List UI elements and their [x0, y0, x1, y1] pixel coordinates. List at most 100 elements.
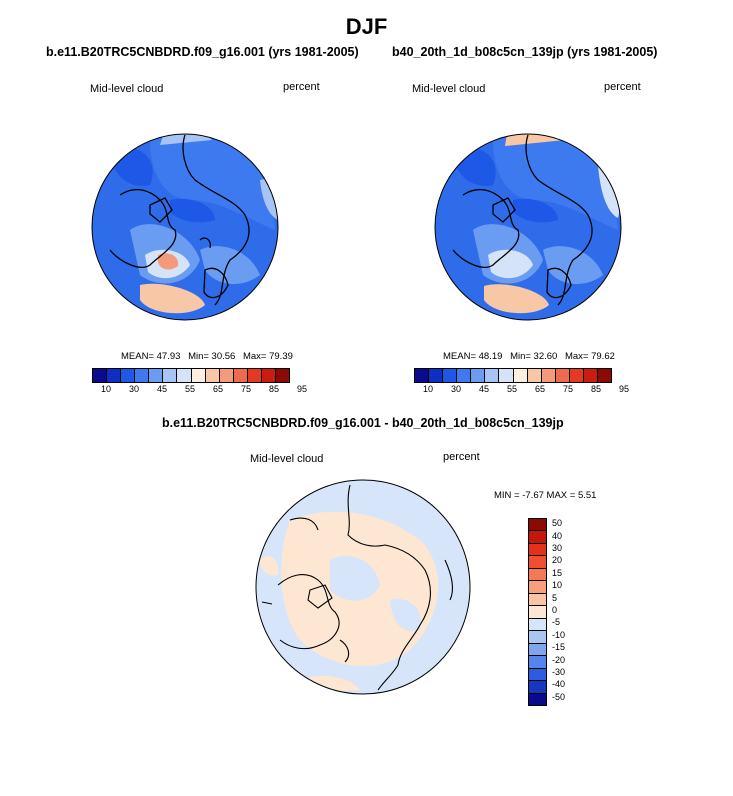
diff-colorbar-tick-label: -50: [552, 691, 566, 702]
left-colorbar-tick-label: 55: [184, 384, 195, 394]
diff-colorbar-swatch: [529, 680, 546, 693]
right-colorbar-tick-label: 10: [422, 384, 433, 394]
left-colorbar-swatch: [148, 369, 163, 382]
right-colorbar-swatch: [484, 369, 499, 382]
left-mean: MEAN= 47.93: [121, 351, 181, 362]
right-min: Min= 32.60: [510, 351, 558, 362]
right-colorbar-tick-label: 95: [618, 384, 629, 394]
diff-colorbar: [528, 518, 547, 706]
diff-colorbar-swatch: [529, 567, 546, 581]
left-colorbar-tick-label: 75: [240, 384, 251, 394]
diff-colorbar-tick-label: -30: [552, 667, 566, 677]
right-colorbar-tick-label: 85: [590, 384, 601, 394]
diff-colorbar-swatch: [529, 642, 546, 656]
left-variable-label: Mid-level cloud: [90, 83, 164, 95]
right-colorbar: [414, 368, 612, 383]
right-units-label: percent: [604, 81, 641, 93]
right-colorbar-swatch: [554, 369, 569, 382]
left-colorbar-tick-label: 85: [268, 384, 279, 394]
diff-colorbar-swatch: [529, 605, 546, 618]
diff-colorbar-tick-label: 15: [552, 567, 563, 578]
left-units-label: percent: [283, 81, 320, 93]
diff-colorbar-tick-label: 0: [552, 605, 558, 615]
left-colorbar-swatch: [204, 369, 219, 382]
left-max: Max= 79.39: [242, 351, 293, 362]
diff-variable-label: Mid-level cloud: [250, 453, 324, 465]
diff-colorbar-tick-label: 5: [552, 592, 558, 603]
diff-colorbar-tick-label: 50: [552, 518, 563, 529]
right-colorbar-swatch: [428, 369, 443, 382]
right-colorbar-tick-label: 65: [534, 384, 545, 394]
diff-colorbar-tick-label: 30: [552, 543, 563, 553]
left-colorbar-tick-label: 30: [128, 384, 139, 394]
diff-colorbar-tick-label: -5: [552, 617, 561, 628]
left-min: Min= 30.56: [188, 351, 236, 362]
right-colorbar-tick-label: 45: [478, 384, 489, 394]
left-colorbar-swatch: [162, 369, 177, 382]
diff-colorbar-swatch: [529, 667, 546, 681]
left-stats: MEAN= 47.93 Min= 30.56 Max= 79.39: [121, 351, 293, 362]
figure-title: DJF: [345, 14, 388, 39]
diff-colorbar-tick-label: -10: [552, 629, 566, 640]
right-colorbar-swatch: [597, 369, 612, 382]
diff-colorbar-swatch: [529, 542, 546, 556]
left-colorbar-swatch: [176, 369, 191, 382]
diff-colorbar-swatch: [529, 630, 546, 643]
right-variable-label: Mid-level cloud: [412, 83, 486, 95]
diff-colorbar-tick-label: -20: [552, 654, 566, 665]
left-colorbar-swatch: [134, 369, 149, 382]
left-panel-title: b.e11.B20TRC5CNBDRD.f09_g16.001 (yrs 198…: [46, 45, 359, 59]
diff-colorbar-tick-label: -15: [552, 642, 566, 653]
diff-colorbar-swatch: [529, 655, 546, 668]
left-colorbar-swatch: [106, 369, 121, 382]
left-colorbar-tick-label: 45: [156, 384, 167, 394]
diff-colorbar-ticks: 50 40 30 20 15 10 5 0 -5 -10 -15 -20 -30 -40 -50: [552, 518, 592, 704]
diff-colorbar-tick-label: 40: [552, 530, 563, 541]
left-colorbar-tick-label: 95: [296, 384, 307, 394]
left-colorbar-tick-label: 65: [212, 384, 223, 394]
left-colorbar-swatch: [93, 369, 107, 382]
right-colorbar-swatch: [498, 369, 513, 382]
left-colorbar-swatch: [232, 369, 247, 382]
right-colorbar-swatch: [512, 369, 527, 382]
right-colorbar-swatch: [582, 369, 598, 382]
diff-panel-title: b.e11.B20TRC5CNBDRD.f09_g16.001 - b40_20…: [162, 416, 564, 430]
left-colorbar-tick-label: 10: [100, 384, 111, 394]
diff-colorbar-swatch: [529, 617, 546, 631]
diff-colorbar-tick-label: -40: [552, 679, 566, 690]
left-colorbar-swatch: [190, 369, 205, 382]
left-colorbar-swatch: [218, 369, 233, 382]
right-colorbar-swatch: [415, 369, 429, 382]
diff-minmax: MIN = -7.67 MAX = 5.51: [494, 490, 597, 501]
left-colorbar-swatch: [260, 369, 276, 382]
diff-colorbar-swatch: [529, 580, 546, 593]
right-colorbar-swatch: [456, 369, 471, 382]
right-colorbar-swatch: [568, 369, 583, 382]
right-colorbar-tick-label: 75: [562, 384, 573, 394]
left-colorbar-swatch: [246, 369, 261, 382]
left-colorbar-swatch: [275, 369, 290, 382]
diff-colorbar-swatch: [529, 592, 546, 606]
right-colorbar-tick-label: 30: [450, 384, 461, 394]
diff-colorbar-swatch: [529, 555, 546, 568]
diff-colorbar-tick-label: 10: [552, 580, 563, 591]
right-max: Max= 79.62: [564, 351, 615, 362]
right-panel-title: b40_20th_1d_b08c5cn_139jp (yrs 1981-2005…: [392, 45, 658, 59]
diff-colorbar-tick-label: 20: [552, 555, 563, 566]
diff-colorbar-swatch: [529, 519, 546, 531]
diff-units-label: percent: [443, 451, 480, 463]
right-colorbar-swatch: [442, 369, 457, 382]
right-stats: MEAN= 48.19 Min= 32.60 Max= 79.62: [443, 351, 615, 362]
right-mean: MEAN= 48.19: [443, 351, 503, 362]
right-colorbar-swatch: [540, 369, 555, 382]
right-colorbar-swatch: [526, 369, 541, 382]
diff-colorbar-swatch: [529, 530, 546, 543]
right-colorbar-swatch: [470, 369, 485, 382]
left-colorbar-ticks: 10 30 45 55 65 75 85 95: [92, 384, 307, 396]
left-colorbar-swatch: [120, 369, 135, 382]
right-colorbar-tick-label: 55: [506, 384, 517, 394]
right-colorbar-ticks: 10 30 45 55 65 75 85 95: [414, 384, 629, 396]
left-colorbar: [92, 368, 290, 383]
diff-colorbar-swatch: [529, 692, 546, 706]
